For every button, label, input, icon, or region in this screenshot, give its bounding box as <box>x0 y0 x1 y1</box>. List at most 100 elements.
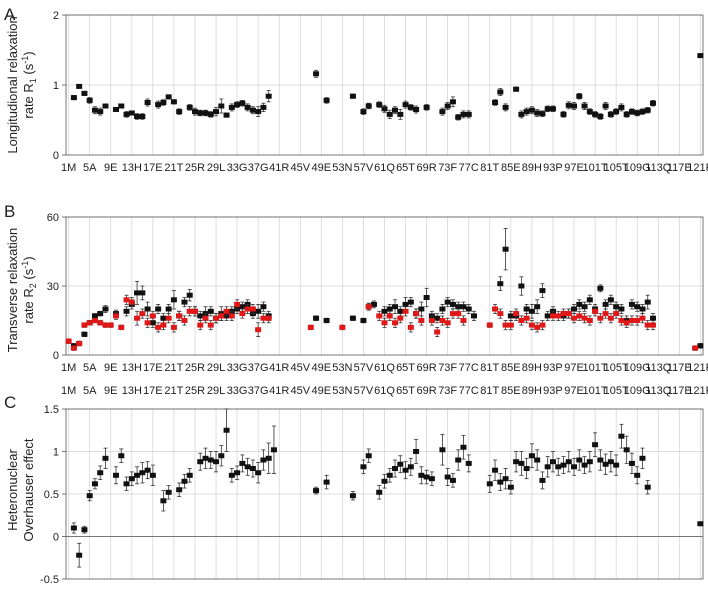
data-point-black <box>449 477 456 483</box>
data-point-red <box>134 315 141 321</box>
data-point-red <box>518 318 525 323</box>
data-point-black <box>381 478 388 484</box>
data-point-black <box>313 488 320 494</box>
data-point-black <box>134 114 141 119</box>
data-point-black <box>613 462 620 468</box>
data-point-black <box>460 304 467 310</box>
data-point-black <box>623 447 630 453</box>
data-point-black <box>539 477 546 483</box>
data-point-black <box>213 459 220 465</box>
data-point-red <box>244 306 251 312</box>
data-point-black <box>502 476 509 482</box>
data-point-black <box>565 102 572 108</box>
data-point-red <box>307 324 314 330</box>
data-point-black <box>644 107 651 113</box>
x-tick-label: 13H <box>122 385 142 397</box>
data-point-black <box>91 107 98 113</box>
data-point-black <box>634 110 641 116</box>
data-point-red <box>234 301 241 307</box>
data-point-black <box>392 466 399 471</box>
data-point-black <box>376 489 383 495</box>
data-point-black <box>586 459 593 465</box>
data-point-black <box>228 104 235 110</box>
data-point-red <box>439 318 446 323</box>
y-axis-label: Longitudional relaxationrate R1 (s-1) <box>5 16 38 153</box>
data-point-black <box>223 112 230 118</box>
x-tick-label: 13H <box>122 162 142 174</box>
data-point-black <box>91 313 98 319</box>
data-point-black <box>91 481 98 487</box>
data-point-black <box>102 103 109 109</box>
x-tick-label: 65T <box>396 362 415 374</box>
data-point-black <box>228 472 235 478</box>
x-tick-label: 65T <box>396 162 415 174</box>
x-tick-label: 33G <box>227 162 248 174</box>
data-point-black <box>534 457 541 463</box>
data-point-black <box>602 103 609 109</box>
x-tick-label: 45V <box>290 162 310 174</box>
data-point-black <box>149 320 156 326</box>
data-point-black <box>449 301 456 307</box>
data-point-red <box>618 318 625 323</box>
data-point-black <box>144 100 151 105</box>
data-point-black <box>349 493 356 499</box>
data-point-black <box>697 53 704 59</box>
data-point-black <box>265 93 272 99</box>
x-tick-label: 77C <box>459 162 479 174</box>
data-point-red <box>397 315 404 321</box>
data-point-black <box>197 110 204 116</box>
data-point-black <box>639 306 646 312</box>
x-tick-label: 77C <box>459 362 479 374</box>
x-tick-label: 121R <box>687 162 708 174</box>
x-tick-label: 33G <box>227 362 248 374</box>
x-tick-label: 97E <box>564 162 584 174</box>
data-point-black <box>518 111 525 117</box>
data-point-red <box>239 311 246 317</box>
data-point-black <box>270 447 277 453</box>
y-tick-label: 60 <box>47 212 59 224</box>
x-tick-label: 33G <box>227 385 248 397</box>
data-point-black <box>113 107 120 112</box>
data-point-black <box>218 453 225 459</box>
data-point-black <box>434 315 441 321</box>
y-tick-label: 1.5 <box>44 404 59 416</box>
x-tick-label: 101T <box>583 162 608 174</box>
data-point-black <box>118 103 125 109</box>
data-point-black <box>349 93 356 99</box>
data-point-black <box>576 93 583 99</box>
x-tick-label: 89H <box>522 162 542 174</box>
data-point-red <box>97 320 104 326</box>
data-point-black <box>181 299 188 305</box>
data-point-red <box>434 329 441 335</box>
data-point-black <box>102 455 109 461</box>
data-point-black <box>323 97 330 103</box>
x-tick-label: 113Q <box>645 162 672 174</box>
data-point-black <box>502 246 509 252</box>
data-point-black <box>170 297 177 303</box>
x-tick-label: 29L <box>207 162 225 174</box>
x-tick-label: 21T <box>164 362 183 374</box>
x-tick-label: 53N <box>332 385 352 397</box>
data-point-black <box>207 457 214 463</box>
data-point-red <box>565 311 572 317</box>
x-tick-label: 93P <box>543 162 563 174</box>
data-point-red <box>160 322 167 328</box>
data-point-red <box>586 318 593 323</box>
y-tick-label: 1 <box>53 80 59 92</box>
data-point-black <box>407 464 414 470</box>
data-point-black <box>365 453 372 459</box>
data-point-black <box>260 304 267 310</box>
data-point-black <box>392 304 399 310</box>
data-point-black <box>123 481 130 487</box>
data-point-black <box>128 476 135 482</box>
data-point-red <box>576 313 583 319</box>
x-tick-label: 97E <box>564 385 584 397</box>
data-point-red <box>265 315 272 321</box>
y-tick-label: 0 <box>53 150 59 162</box>
x-tick-label: 117E <box>667 362 692 374</box>
data-point-black <box>618 433 625 439</box>
data-point-black <box>202 455 209 461</box>
x-tick-label: 105T <box>604 385 629 397</box>
x-tick-label: 81T <box>480 162 499 174</box>
data-point-red <box>181 318 188 323</box>
